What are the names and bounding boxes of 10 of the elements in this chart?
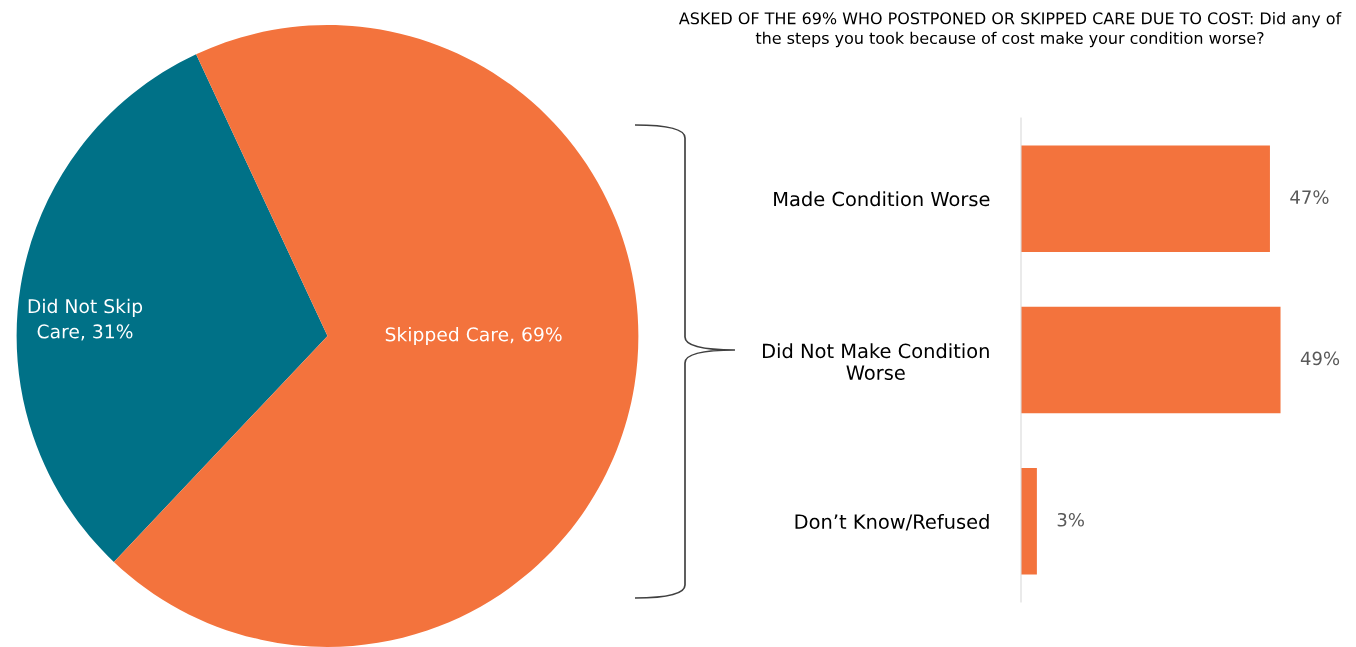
slice-label: Did Not Skip Care, 31% xyxy=(28,298,143,341)
data-label: 47% xyxy=(1290,190,1329,204)
slice-label: Skipped Care, 69% xyxy=(385,326,562,346)
y-tick-label: Don’t Know/Refused xyxy=(795,513,989,531)
data-label: 49% xyxy=(1300,351,1340,366)
chart-title: ASKED OF THE 69% WHO POSTPONED OR SKIPPED CARE DUE TO COST: Did any of the steps you took because of cost make your condition worse? xyxy=(678,12,1342,48)
y-tick-label: Made Condition Worse xyxy=(774,191,990,207)
y-tick-label: Did Not Make Condition Worse xyxy=(763,343,989,381)
pie-slice xyxy=(16,54,328,562)
data-label: 3% xyxy=(1057,512,1084,527)
